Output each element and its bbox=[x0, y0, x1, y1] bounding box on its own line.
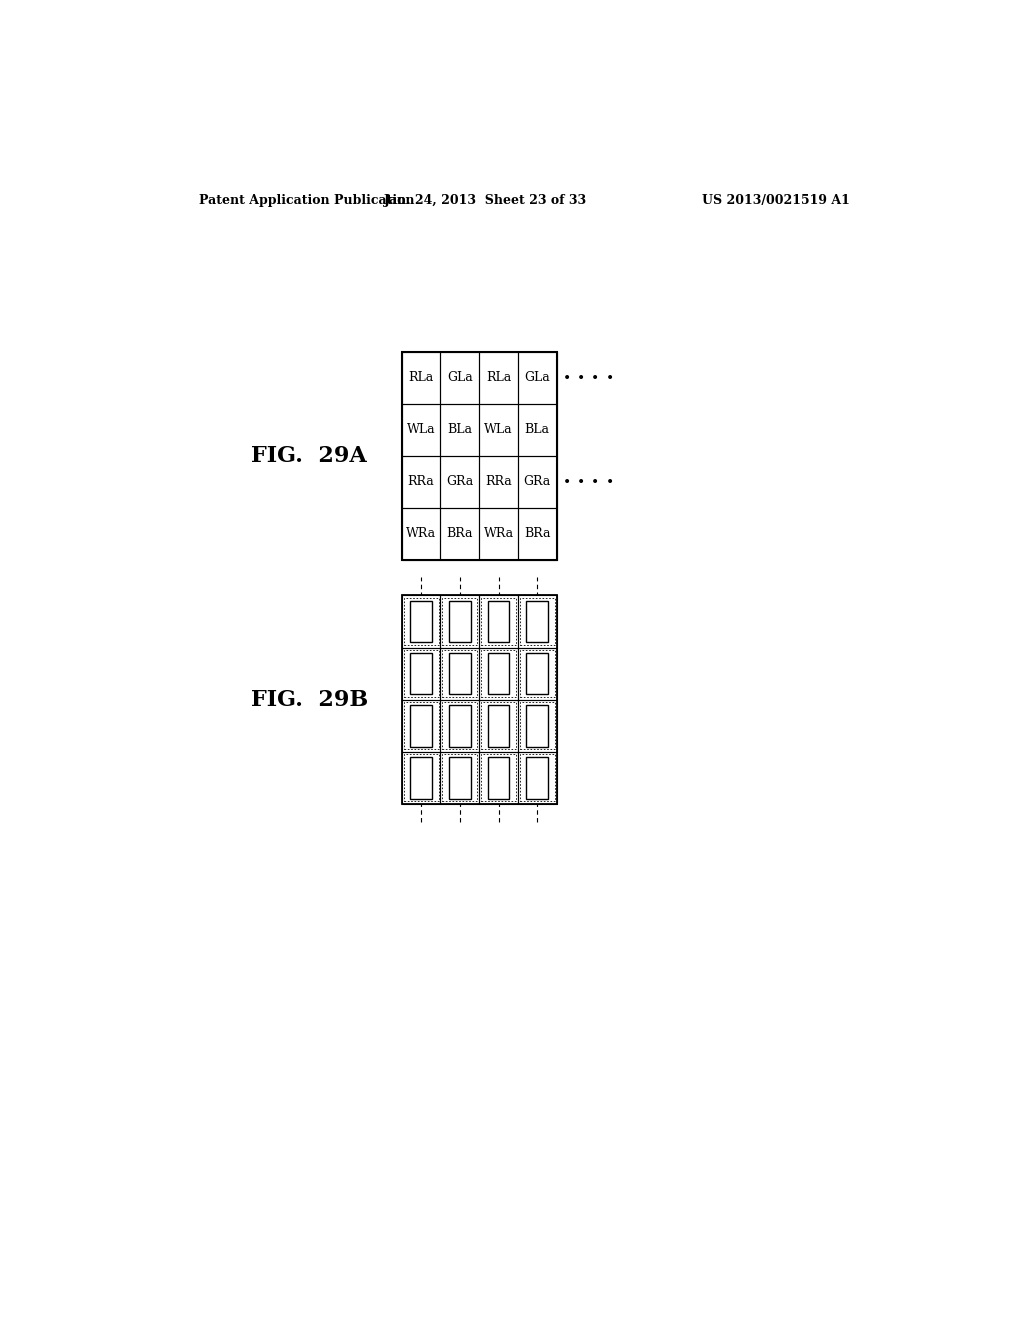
Text: US 2013/0021519 A1: US 2013/0021519 A1 bbox=[702, 194, 850, 207]
Text: •: • bbox=[563, 475, 571, 488]
Bar bbox=[401, 648, 440, 700]
Bar bbox=[487, 653, 509, 694]
Text: RLa: RLa bbox=[485, 371, 511, 384]
Bar bbox=[440, 751, 479, 804]
Bar bbox=[401, 404, 440, 455]
Bar bbox=[440, 595, 479, 648]
Bar bbox=[520, 598, 555, 645]
Bar bbox=[526, 653, 548, 694]
Text: GLa: GLa bbox=[446, 371, 473, 384]
Bar bbox=[411, 653, 432, 694]
Bar bbox=[440, 404, 479, 455]
Bar bbox=[440, 455, 479, 508]
Bar bbox=[526, 601, 548, 643]
Bar bbox=[411, 601, 432, 643]
Bar bbox=[479, 595, 518, 648]
Bar bbox=[401, 455, 440, 508]
Bar bbox=[442, 649, 477, 697]
Bar bbox=[401, 351, 557, 560]
Text: WLa: WLa bbox=[484, 424, 513, 436]
Bar bbox=[481, 702, 516, 750]
Bar bbox=[526, 705, 548, 747]
Bar bbox=[479, 351, 518, 404]
Bar bbox=[518, 595, 557, 648]
Bar bbox=[442, 702, 477, 750]
Bar bbox=[440, 700, 479, 751]
Bar bbox=[518, 648, 557, 700]
Text: •: • bbox=[591, 371, 600, 384]
Text: •: • bbox=[591, 475, 600, 488]
Bar bbox=[487, 705, 509, 747]
Bar bbox=[449, 601, 471, 643]
Bar bbox=[401, 508, 440, 560]
Bar bbox=[403, 649, 438, 697]
Bar bbox=[481, 754, 516, 801]
Bar bbox=[411, 756, 432, 799]
Text: GRa: GRa bbox=[523, 475, 551, 488]
Text: WLa: WLa bbox=[407, 424, 435, 436]
Text: WRa: WRa bbox=[483, 527, 514, 540]
Bar bbox=[449, 653, 471, 694]
Bar bbox=[401, 751, 440, 804]
Bar bbox=[440, 508, 479, 560]
Bar bbox=[449, 756, 471, 799]
Text: •: • bbox=[605, 475, 613, 488]
Bar bbox=[479, 648, 518, 700]
Bar bbox=[403, 754, 438, 801]
Bar bbox=[518, 751, 557, 804]
Text: GRa: GRa bbox=[446, 475, 473, 488]
Bar bbox=[487, 601, 509, 643]
Bar bbox=[403, 598, 438, 645]
Bar bbox=[442, 598, 477, 645]
Text: RRa: RRa bbox=[408, 475, 434, 488]
Text: FIG.  29A: FIG. 29A bbox=[251, 445, 367, 467]
Bar bbox=[518, 404, 557, 455]
Bar bbox=[518, 351, 557, 404]
Bar bbox=[479, 404, 518, 455]
Bar bbox=[479, 700, 518, 751]
Bar bbox=[487, 756, 509, 799]
Bar bbox=[411, 705, 432, 747]
Text: •: • bbox=[563, 371, 571, 384]
Bar bbox=[479, 751, 518, 804]
Bar bbox=[518, 508, 557, 560]
Text: •: • bbox=[605, 371, 613, 384]
Bar bbox=[481, 598, 516, 645]
Bar bbox=[403, 702, 438, 750]
Bar bbox=[401, 700, 440, 751]
Text: •: • bbox=[577, 475, 586, 488]
Bar bbox=[440, 648, 479, 700]
Bar bbox=[479, 508, 518, 560]
Text: Patent Application Publication: Patent Application Publication bbox=[200, 194, 415, 207]
Text: BRa: BRa bbox=[524, 527, 551, 540]
Bar bbox=[518, 700, 557, 751]
Text: •: • bbox=[577, 371, 586, 384]
Bar bbox=[520, 702, 555, 750]
Bar bbox=[479, 455, 518, 508]
Text: RLa: RLa bbox=[409, 371, 434, 384]
Bar bbox=[401, 351, 440, 404]
Text: WRa: WRa bbox=[407, 527, 436, 540]
Text: FIG.  29B: FIG. 29B bbox=[251, 689, 369, 710]
Bar bbox=[481, 649, 516, 697]
Bar bbox=[440, 351, 479, 404]
Bar bbox=[518, 455, 557, 508]
Bar bbox=[520, 649, 555, 697]
Text: RRa: RRa bbox=[485, 475, 512, 488]
Text: BLa: BLa bbox=[524, 424, 550, 436]
Bar bbox=[442, 754, 477, 801]
Bar bbox=[401, 595, 440, 648]
Bar bbox=[526, 756, 548, 799]
Text: BRa: BRa bbox=[446, 527, 473, 540]
Bar bbox=[401, 595, 557, 804]
Text: GLa: GLa bbox=[524, 371, 550, 384]
Text: Jan. 24, 2013  Sheet 23 of 33: Jan. 24, 2013 Sheet 23 of 33 bbox=[384, 194, 587, 207]
Bar bbox=[520, 754, 555, 801]
Bar bbox=[449, 705, 471, 747]
Text: BLa: BLa bbox=[447, 424, 472, 436]
